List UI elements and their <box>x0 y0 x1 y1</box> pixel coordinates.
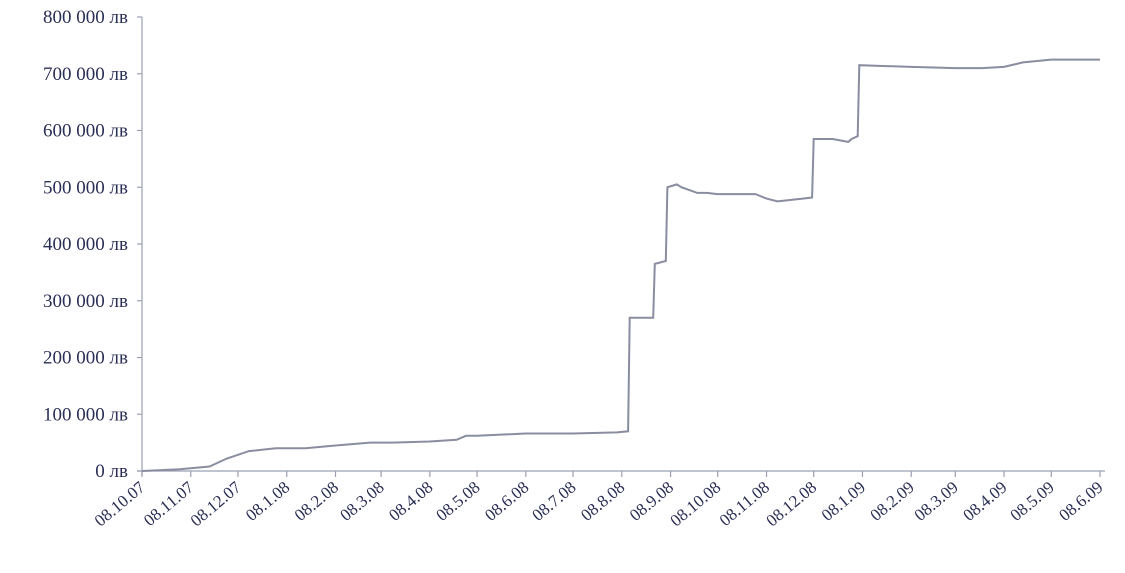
x-tick-label: 08.4.08 <box>385 478 436 525</box>
x-tick-label: 08.11.08 <box>716 478 773 530</box>
x-tick-label: 08.1.09 <box>818 478 869 525</box>
y-tick-label: 500 000 лв <box>43 177 128 198</box>
x-tick-label: 08.1.08 <box>242 478 293 525</box>
x-tick-label: 08.2.09 <box>867 478 918 525</box>
y-tick-label: 700 000 лв <box>43 64 128 85</box>
x-tick-label: 08.8.08 <box>577 478 628 525</box>
y-tick-label: 400 000 лв <box>43 234 128 255</box>
x-tick-label: 08.5.09 <box>1007 478 1058 525</box>
y-tick-label: 200 000 лв <box>43 348 128 369</box>
x-tick-label: 08.3.08 <box>336 478 387 525</box>
x-tick-label: 08.11.07 <box>140 477 198 530</box>
x-tick-label: 08.4.09 <box>959 478 1010 525</box>
x-tick-label: 08.6.08 <box>481 478 532 525</box>
x-tick-label: 08.10.08 <box>667 478 725 531</box>
y-tick-label: 600 000 лв <box>43 121 128 142</box>
x-tick-label: 08.12.08 <box>762 478 820 531</box>
x-axis-ticks: 08.10.0708.11.0708.12.0708.1.0808.2.0808… <box>91 471 1107 530</box>
y-tick-label: 0 лв <box>95 461 128 482</box>
x-tick-label: 08.10.07 <box>91 477 149 530</box>
x-tick-label: 08.7.08 <box>528 478 579 525</box>
series-line <box>141 58 1100 472</box>
y-tick-label: 100 000 лв <box>43 404 128 425</box>
x-tick-label: 08.6.09 <box>1055 478 1106 525</box>
x-tick-label: 08.3.09 <box>911 478 962 525</box>
x-tick-label: 08.2.08 <box>291 478 342 525</box>
x-tick-label: 08.12.07 <box>187 477 245 530</box>
y-axis-ticks: 0 лв 100 000 лв 200 000 лв 300 000 лв 400 00… <box>43 7 142 482</box>
x-tick-label: 08.5.08 <box>432 478 483 525</box>
y-tick-label: 800 000 лв <box>43 7 128 28</box>
y-tick-label: 300 000 лв <box>43 291 128 312</box>
